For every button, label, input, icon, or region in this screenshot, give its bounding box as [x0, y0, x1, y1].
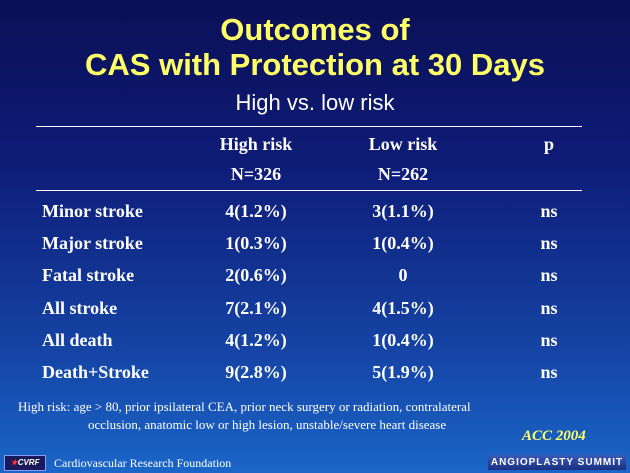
row-label-fatal-stroke: Fatal stroke: [42, 265, 135, 285]
footer-bar: ★CVRF Cardiovascular Research Foundation…: [0, 452, 630, 473]
row-label-minor-stroke: Minor stroke: [42, 201, 143, 221]
table-top-rule: [36, 126, 582, 127]
footnote-line2: occlusion, anatomic low or high lesion, …: [88, 417, 447, 432]
slide-title-line1: Outcomes of: [220, 12, 410, 47]
row-label-all-death: All death: [42, 330, 113, 350]
slide-title: Outcomes of CAS with Protection at 30 Da…: [0, 12, 630, 82]
slide-subtitle: High vs. low risk: [235, 90, 395, 115]
angioplasty-summit-badge: ANGIOPLASTY SUMMIT: [488, 455, 626, 470]
row-label-all-stroke: All stroke: [42, 298, 118, 318]
slide-title-line2: CAS with Protection at 30 Days: [85, 47, 545, 82]
table-header-rule: [36, 190, 582, 191]
source-citation: ACC 2004: [522, 428, 586, 444]
row-label-major-stroke: Major stroke: [42, 233, 143, 253]
cvrf-logo: ★CVRF: [4, 455, 46, 471]
high-risk-footnote: High risk: age > 80, prior ipsilateral C…: [18, 398, 471, 434]
row-label-death-stroke: Death+Stroke: [42, 362, 149, 382]
foundation-name: Cardiovascular Research Foundation: [54, 456, 232, 470]
footnote-line1: High risk: age > 80, prior ipsilateral C…: [18, 399, 471, 414]
